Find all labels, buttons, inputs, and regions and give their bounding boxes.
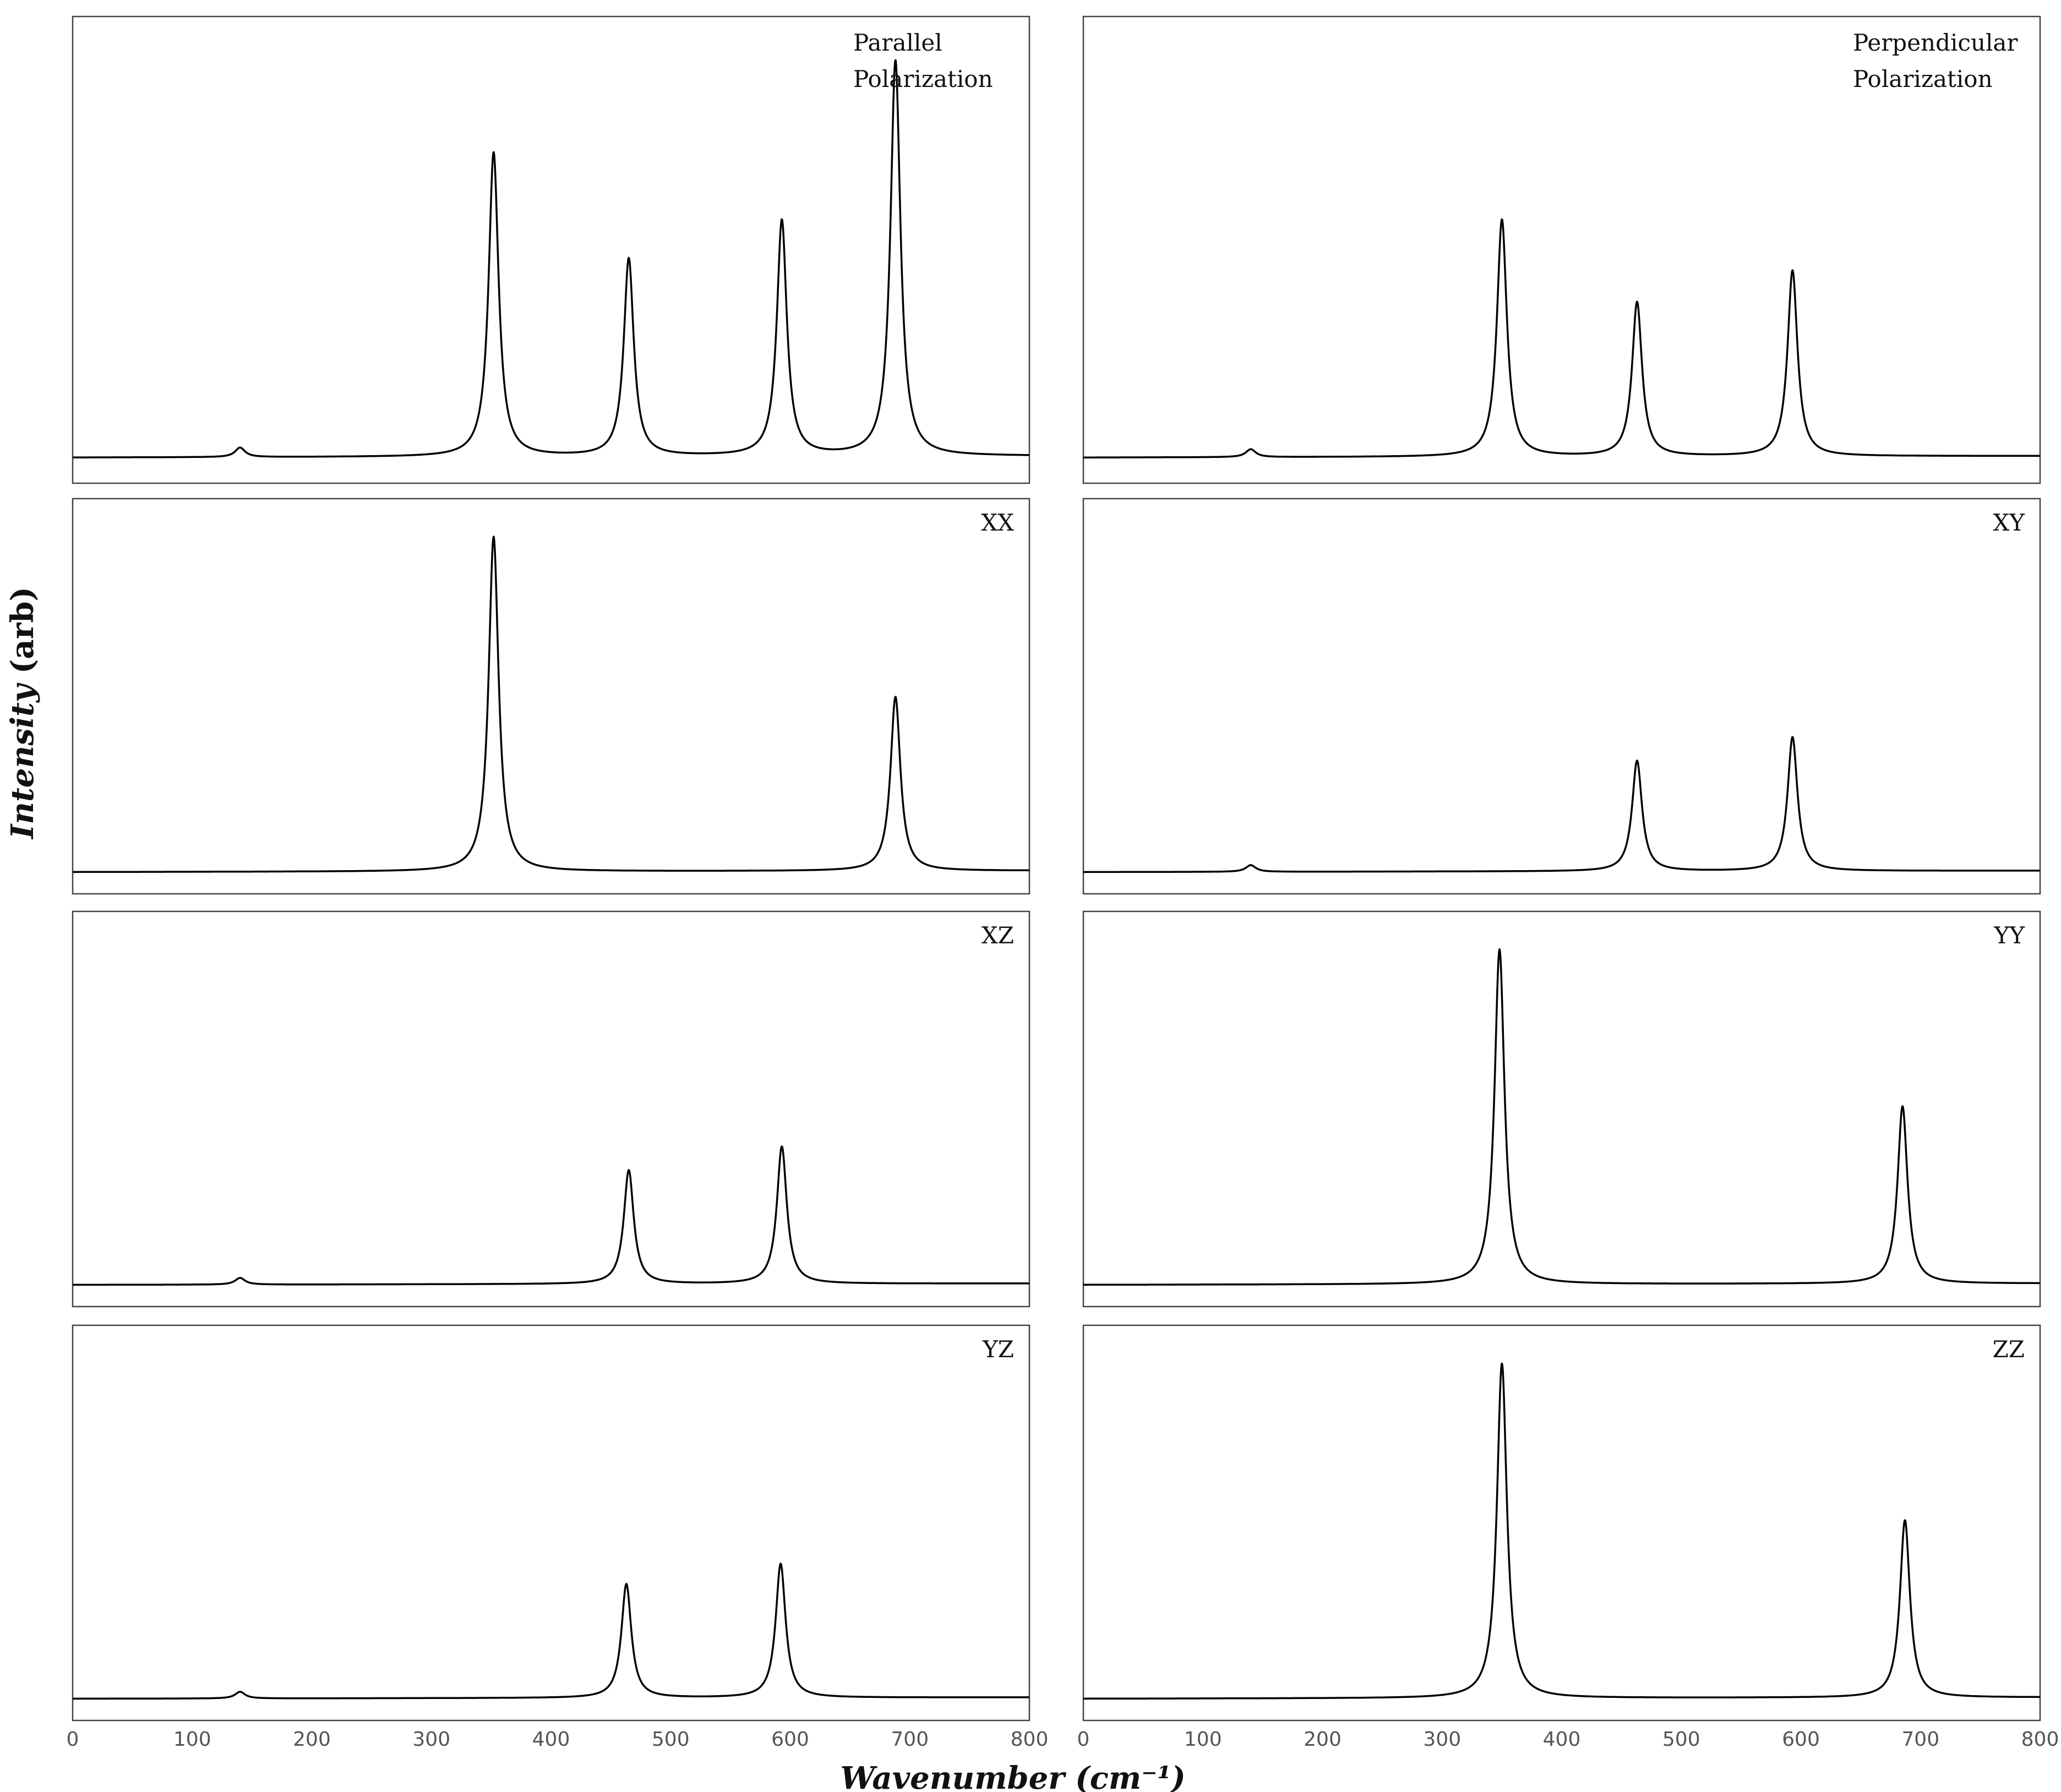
y-axis-title-unit: (arb) — [4, 587, 41, 684]
spectrum-panel-xz: XZ — [72, 910, 1030, 1308]
panel-label: XZ — [982, 922, 1014, 949]
panel-label: Perpendicular — [1853, 29, 2018, 56]
y-axis-title: Intensity (arb) — [4, 587, 41, 840]
spectrum-line — [1083, 736, 2041, 873]
spectrum-panel-xx: XX — [72, 498, 1030, 895]
y-axis-title-italic: Intensity — [4, 682, 41, 840]
x-tick-label: 100 — [173, 1728, 211, 1751]
panel-label: ZZ — [1993, 1336, 2025, 1363]
spectrum-line — [1083, 948, 2041, 1286]
spectrum-panel-yz: YZ 0 100 200 300 400 500 600 700 800 — [67, 1324, 1049, 1751]
panel-frame — [1082, 910, 2041, 1308]
x-tick-label: 500 — [652, 1728, 690, 1751]
x-tick-label: 400 — [1543, 1728, 1581, 1751]
panel-frame — [1082, 498, 2041, 895]
spectrum-panel-yy: YY — [1082, 910, 2041, 1308]
x-axis-title: Wavenumber (cm⁻¹) — [840, 1760, 1185, 1792]
x-tick-label: 400 — [532, 1728, 570, 1751]
x-tick-label: 600 — [771, 1728, 809, 1751]
x-tick-label: 800 — [1011, 1728, 1049, 1751]
spectrum-line — [1083, 1362, 2041, 1700]
spectrum-panel-perpendicular-polarization: Perpendicular Polarization — [1082, 15, 2041, 484]
x-tick-label: 600 — [1782, 1728, 1820, 1751]
panels: Parallel Polarization Perpendicular Polariz… — [67, 15, 2059, 1751]
panel-frame — [1082, 1324, 2041, 1722]
x-tick-label: 700 — [1901, 1728, 1939, 1751]
spectrum-line — [72, 1145, 1030, 1286]
panel-frame — [72, 1324, 1030, 1722]
spectrum-line — [1083, 218, 2041, 458]
panel-frame — [72, 498, 1030, 895]
x-tick-label: 700 — [891, 1728, 929, 1751]
panel-frame — [72, 910, 1030, 1308]
panel-label: XX — [981, 509, 1014, 536]
x-tick-label: 0 — [1077, 1728, 1090, 1751]
panel-label: YZ — [982, 1336, 1014, 1363]
spectrum-panel-parallel-polarization: Parallel Polarization — [72, 15, 1030, 484]
spectrum-line — [72, 59, 1030, 458]
panel-label: YY — [1994, 922, 2026, 949]
spectrum-line — [72, 536, 1030, 873]
x-tick-label: 0 — [67, 1728, 79, 1751]
panel-label: Polarization — [853, 65, 993, 92]
panel-label: Polarization — [1853, 65, 1993, 92]
spectrum-line — [72, 1562, 1030, 1700]
x-tick-label: 100 — [1184, 1728, 1222, 1751]
x-tick-label: 200 — [293, 1728, 331, 1751]
panel-frame — [72, 15, 1030, 484]
spectrum-panel-zz: ZZ 0 100 200 300 400 500 600 700 800 — [1077, 1324, 2059, 1751]
panel-label: Parallel — [853, 29, 942, 56]
x-tick-label: 200 — [1304, 1728, 1342, 1751]
x-tick-label: 300 — [412, 1728, 450, 1751]
x-tick-label: 800 — [2021, 1728, 2059, 1751]
spectrum-panel-xy: XY — [1082, 498, 2041, 895]
panel-frame — [1082, 15, 2041, 484]
x-tick-label: 300 — [1423, 1728, 1461, 1751]
panel-label: XY — [1993, 509, 2025, 536]
x-tick-label: 500 — [1662, 1728, 1700, 1751]
